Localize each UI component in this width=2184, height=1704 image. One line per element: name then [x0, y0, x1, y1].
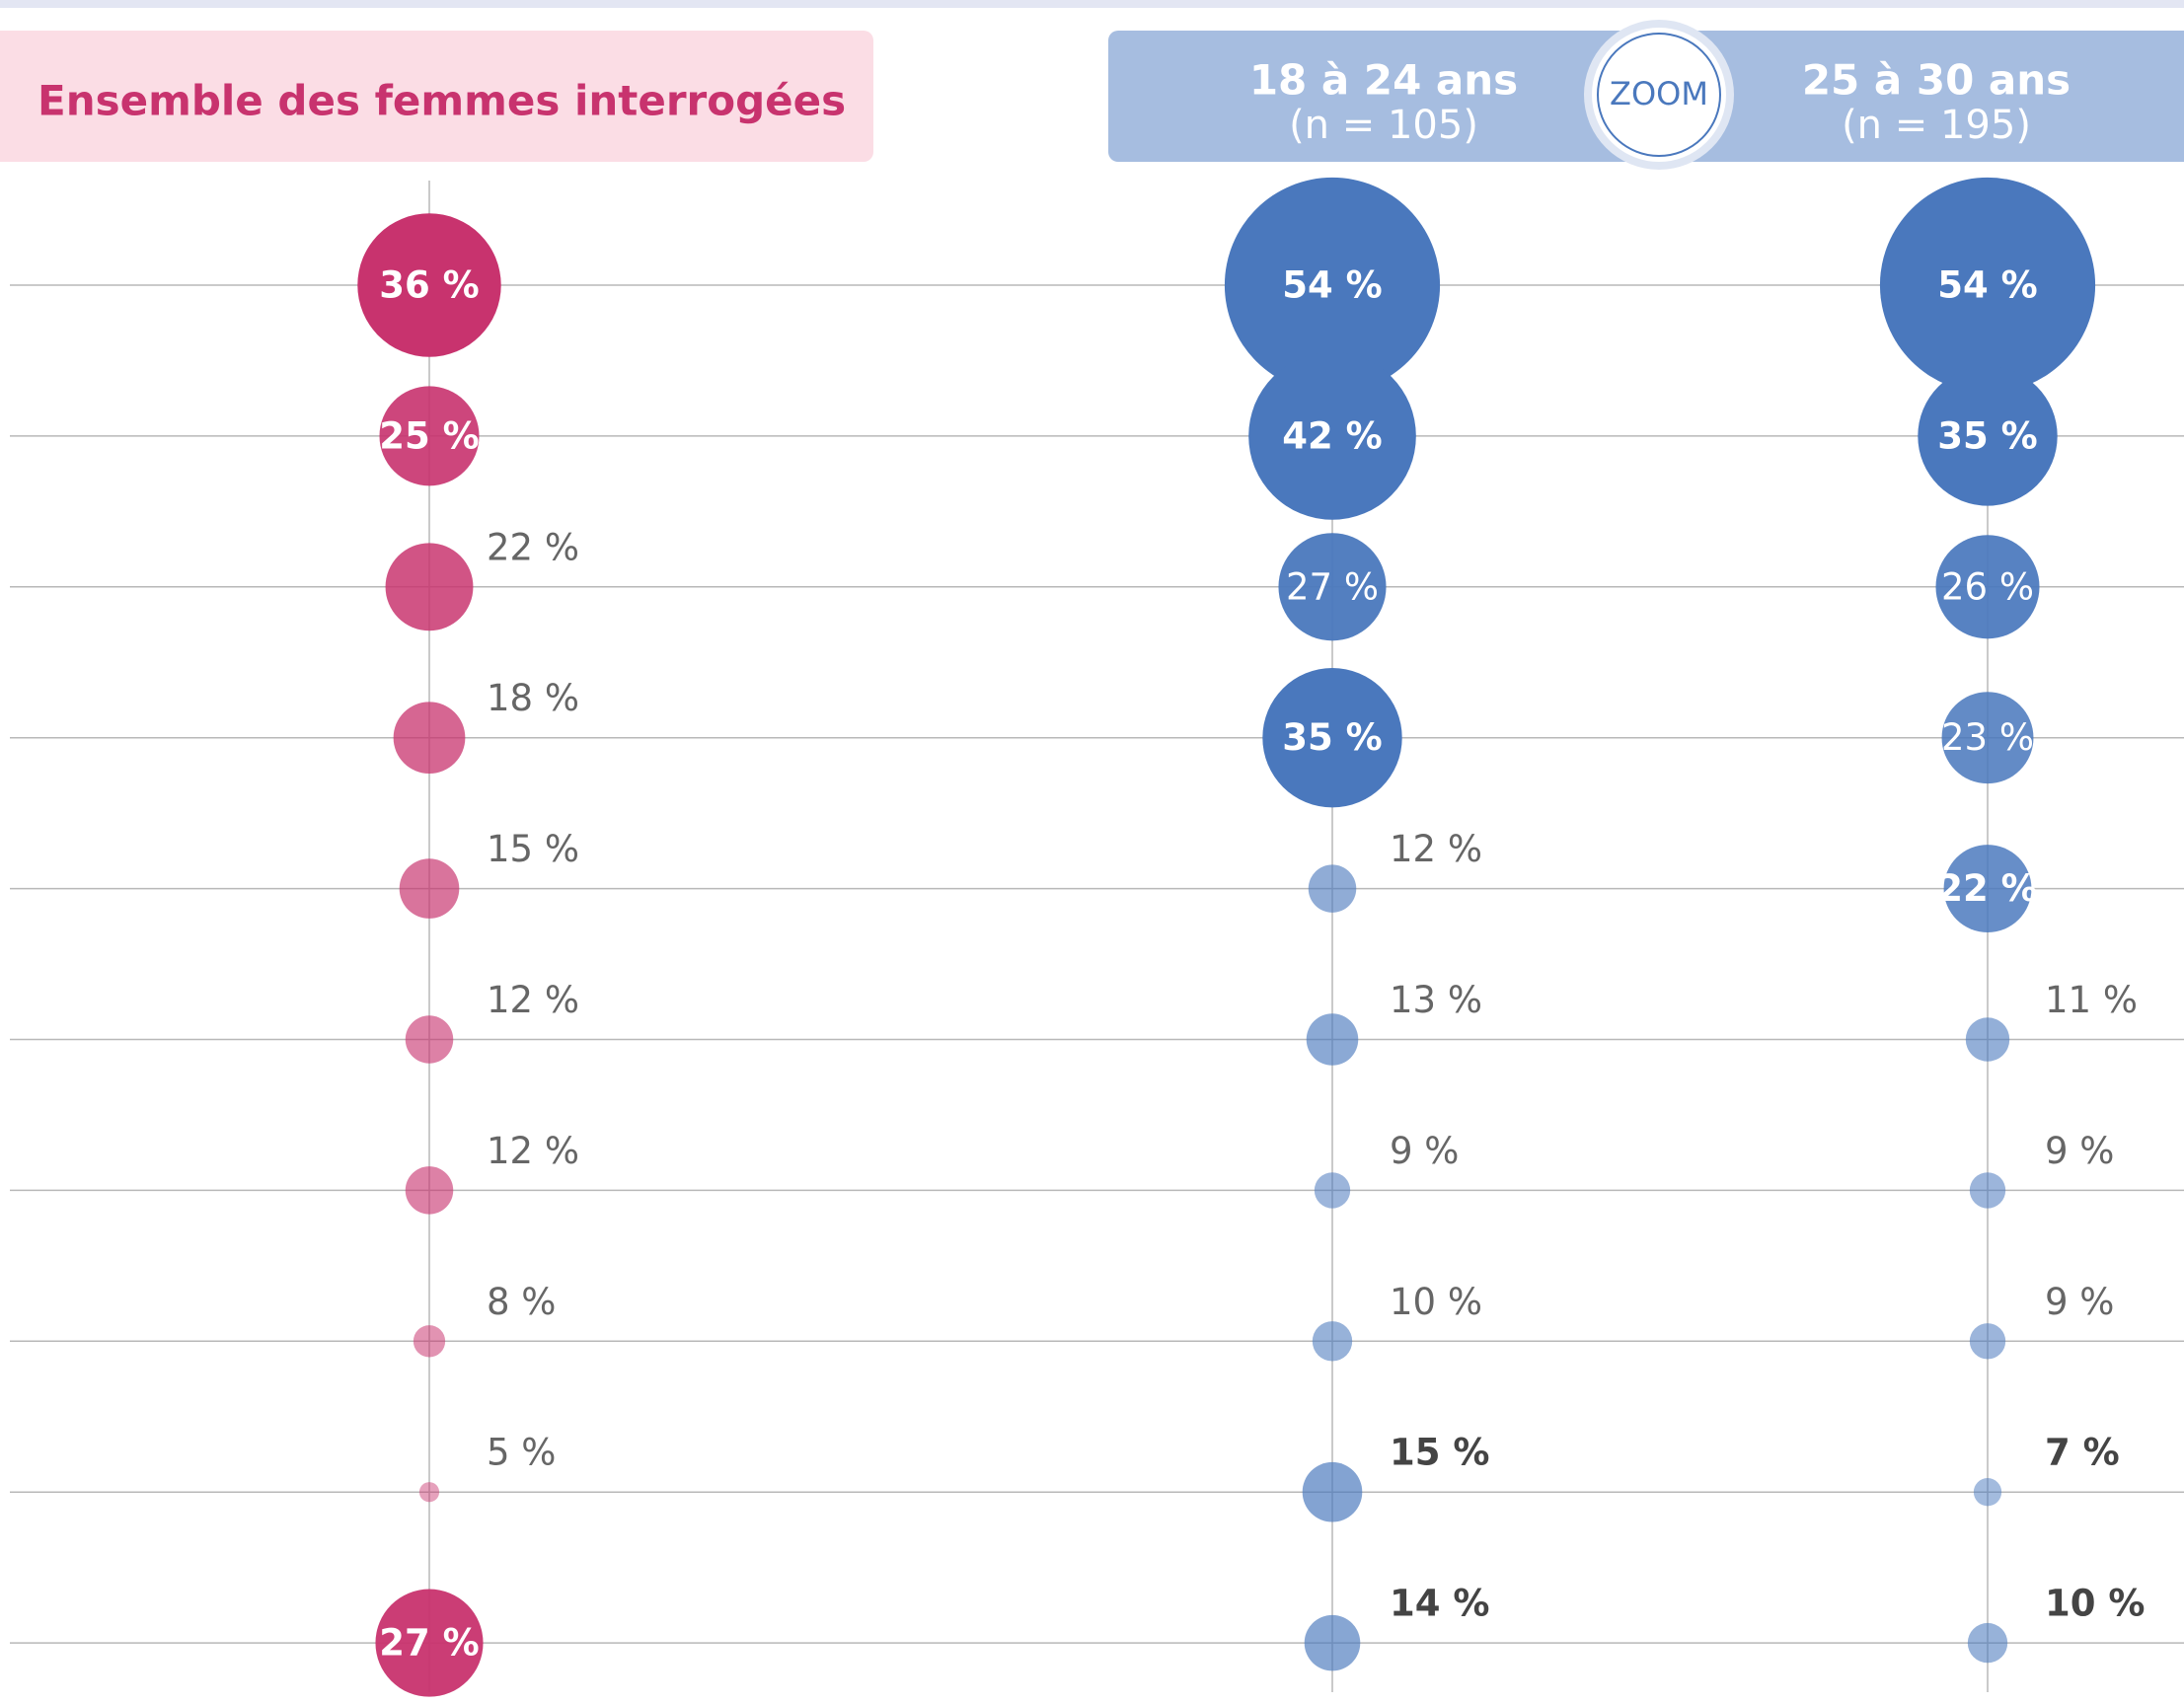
bubble: [405, 1166, 454, 1215]
bubble: [357, 213, 501, 357]
bubble: [385, 543, 474, 631]
bubble: [1278, 533, 1387, 641]
series-sample: (n = 195): [1842, 103, 2031, 148]
bubble: [418, 1482, 440, 1503]
bubble: [1935, 535, 2040, 639]
value-label: 15 %: [487, 828, 579, 870]
value-label: 8 %: [487, 1281, 556, 1323]
value-label: 22 %: [1937, 867, 2037, 910]
bubble: [1312, 1321, 1353, 1362]
series-title: 25 à 30 ans: [1802, 56, 2071, 105]
bubble: [375, 1589, 484, 1697]
bubble: [379, 386, 480, 486]
bubble: [1943, 845, 2032, 933]
value-label: 23 %: [1941, 716, 2034, 759]
zoom-ring: [1597, 33, 1721, 157]
bubble: [399, 858, 460, 919]
bubble: [1965, 1017, 2010, 1062]
header-pink: [0, 31, 873, 162]
bubble: [405, 1015, 454, 1064]
bubble: [1879, 177, 2096, 394]
value-label: 27 %: [379, 1622, 479, 1665]
bubble: [1262, 668, 1402, 808]
bubble: [1306, 1013, 1359, 1066]
bubble: [1969, 1323, 2006, 1360]
value-label: 10 %: [1390, 1281, 1482, 1323]
bubble: [1314, 1172, 1351, 1209]
bubble: [1967, 1622, 2008, 1664]
value-label: 54 %: [1282, 264, 1382, 307]
bubble: [1304, 1614, 1361, 1671]
top-bar: [0, 0, 2184, 8]
value-label: 10 %: [2045, 1583, 2145, 1625]
value-label: 12 %: [487, 979, 579, 1021]
series-title: 18 à 24 ans: [1249, 56, 1518, 105]
value-label: 35 %: [1937, 414, 2037, 457]
value-label: 25 %: [379, 414, 479, 457]
series-sample: (n = 105): [1289, 103, 1478, 148]
value-label: 27 %: [1286, 565, 1379, 608]
bubble: [393, 702, 466, 775]
value-label: 18 %: [487, 677, 579, 719]
bubble: [1224, 177, 1441, 394]
value-label: 22 %: [487, 526, 579, 568]
value-label: 42 %: [1282, 414, 1382, 457]
value-label: 12 %: [1390, 828, 1482, 870]
value-label: 26 %: [1941, 565, 2034, 608]
value-label: 9 %: [2045, 1130, 2114, 1172]
value-label: 35 %: [1282, 716, 1382, 759]
value-label: 11 %: [2045, 979, 2138, 1021]
value-label: 14 %: [1390, 1583, 1489, 1625]
bubble: [1308, 864, 1357, 913]
zoom-circle: [1584, 20, 1734, 170]
value-label: 5 %: [487, 1432, 556, 1474]
value-label: 7 %: [2045, 1432, 2120, 1474]
bubble: [1969, 1172, 2006, 1209]
zoom-label: ZOOM: [1610, 75, 1708, 112]
value-label: 15 %: [1390, 1432, 1489, 1474]
value-label: 12 %: [487, 1130, 579, 1172]
value-label: 13 %: [1390, 979, 1482, 1021]
bubble: [1941, 692, 2034, 784]
value-label: 54 %: [1937, 264, 2037, 307]
value-label: 9 %: [1390, 1130, 1459, 1172]
bubble: [1302, 1461, 1363, 1522]
bubble: [1918, 366, 2058, 506]
series-title: Ensemble des femmes interrogées: [38, 77, 846, 125]
value-label: 9 %: [2045, 1281, 2114, 1323]
bubble: [413, 1325, 446, 1358]
value-label: 36 %: [379, 264, 479, 307]
bubble: [1248, 352, 1416, 520]
bubble: [1973, 1478, 2002, 1507]
